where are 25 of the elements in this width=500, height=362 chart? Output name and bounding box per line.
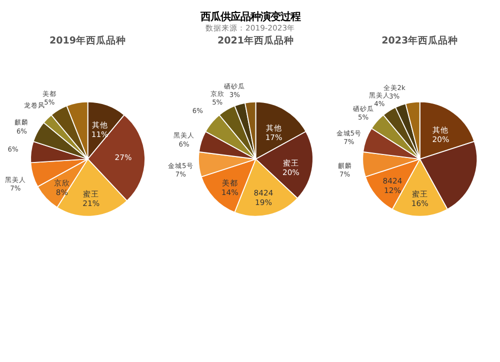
chart-title: 2023年西瓜品种 <box>382 34 458 47</box>
data-label: 14% <box>221 188 238 197</box>
source-note: 数据来源：2019-2023年 <box>206 23 296 32</box>
slice-label: 8424 <box>382 176 402 186</box>
data-label: 17% <box>265 132 282 142</box>
data-label: 16% <box>411 199 428 208</box>
text: 西瓜供应品种演变过程 <box>199 10 300 23</box>
slice-label: 美都 <box>222 178 238 188</box>
data-label: 21% <box>82 198 100 208</box>
slice-label: 其他 <box>92 120 108 130</box>
data-label: 19% <box>254 198 272 208</box>
slice-label: 京欣 <box>54 178 70 188</box>
data-label: 20% <box>282 168 300 177</box>
chart-title: 2021年西瓜品种 <box>217 34 294 47</box>
data-label: 11% <box>91 130 108 140</box>
chart-title: 2019年西瓜品种 <box>50 34 126 47</box>
slice-label: 蜜王 <box>412 189 428 198</box>
slice-label: 蜜王 <box>83 189 100 198</box>
data-label: 27% <box>114 152 132 162</box>
slice-label: 其他 <box>432 125 449 134</box>
data-label: 20% <box>432 134 450 144</box>
data-label: 12% <box>384 186 401 196</box>
slice-label: 蜜王 <box>282 158 299 168</box>
slice-label: 8424 <box>254 188 274 198</box>
slice-label: 其他 <box>266 123 282 132</box>
